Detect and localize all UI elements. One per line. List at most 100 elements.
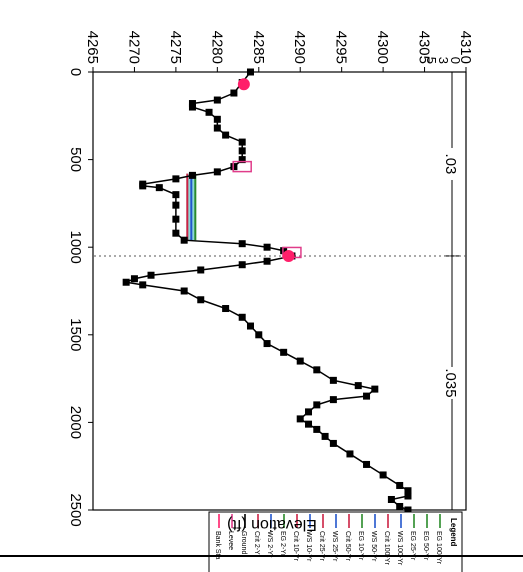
ground-point [329, 376, 337, 384]
ground-point [180, 236, 188, 244]
ground-point [296, 357, 304, 365]
ground-point [296, 415, 304, 423]
legend-entry: Bank Sta [214, 531, 221, 560]
ground-point [213, 124, 221, 132]
ground-point [404, 487, 412, 495]
ground-point [238, 261, 246, 269]
y-extra-tick-label: 5 [424, 57, 439, 64]
legend-entry: EG 2-Yr [279, 531, 286, 557]
legend-entry: EG 25-Yr [409, 531, 416, 561]
y-extra-tick-label: 0 [448, 57, 463, 64]
ground-point [313, 366, 321, 374]
ground-point [396, 502, 404, 510]
ground-point [354, 382, 362, 390]
ground-point [329, 439, 337, 447]
manning-n-label: .035 [442, 368, 459, 397]
legend-entry: WS 2-Yr [266, 531, 273, 558]
ground-point [172, 191, 180, 199]
plot-frame [92, 71, 467, 511]
rotated-plot: 4265 4270 4275 4280 4285 4290 4295 4300 4305 4310… [67, 31, 474, 572]
legend: Legend EG 100-Yr EG 50-Yr EG 25-Yr WS 100-Yr… [208, 511, 463, 572]
legend-entry: Crit 50-Yr [344, 531, 351, 562]
legend-entry: Ground [240, 531, 247, 554]
y-extra-tick-label: 3 [436, 57, 451, 64]
bank-station-point [282, 249, 295, 262]
ground-point [238, 240, 246, 248]
ground-point [155, 184, 163, 192]
ground-line [123, 71, 409, 511]
legend-entry: WS 10-Yr [305, 531, 312, 562]
ground-point [197, 266, 205, 274]
ground-point [213, 115, 221, 123]
y-tick-label: 4280 [208, 31, 225, 64]
ground-point [329, 396, 337, 404]
ground-point [246, 68, 254, 76]
ground-point [188, 171, 196, 179]
x-tick-label: 0 [67, 68, 84, 76]
manning-n-bg [442, 147, 462, 180]
x-tick-label: 1500 [67, 318, 84, 351]
y-tick-label: 4265 [84, 31, 101, 64]
ground-point [139, 281, 147, 289]
y-tick-label: 4300 [374, 31, 391, 64]
y-tick-label: 4295 [333, 31, 350, 64]
ground-point [172, 215, 180, 223]
x-tick-label: 2500 [67, 493, 84, 526]
legend-entry: Crit 2-Yr [253, 531, 260, 558]
series-layer [122, 68, 412, 514]
bank-station-point [237, 78, 250, 91]
ground-point [197, 296, 205, 304]
ground-point [147, 271, 155, 279]
legend-box [208, 511, 463, 572]
ground-point [238, 147, 246, 155]
ground-point [238, 138, 246, 146]
levee-marker [232, 160, 252, 173]
axes: 4265 4270 4275 4280 4285 4290 4295 4300 4305 4310… [67, 31, 474, 527]
ground-point [404, 492, 412, 500]
x-tick-label: 1000 [67, 231, 84, 264]
ground-point [172, 229, 180, 237]
ground-point [396, 481, 404, 489]
legend-entry: Crit 100-Yr [383, 531, 390, 566]
ground-point [172, 175, 180, 183]
ground-point [305, 408, 313, 416]
y-tick-label: 4270 [125, 31, 142, 64]
ground-point [363, 460, 371, 468]
ground-point [363, 392, 371, 400]
ground-point [263, 243, 271, 251]
legend-entry: EG 10-Yr [357, 531, 364, 561]
ground-point [213, 96, 221, 104]
legend-title: Legend [449, 518, 458, 547]
ground-point [222, 131, 230, 139]
y-axis-label: Elevation (ft) [227, 516, 317, 533]
legend-entry: WS 50-Yr [370, 531, 377, 562]
ground-point [230, 89, 238, 97]
ground-point [130, 275, 138, 283]
ground-point [222, 305, 230, 313]
ground-point [238, 313, 246, 321]
legend-entry: WS 100-Yr [396, 531, 403, 566]
x-tick-label: 2000 [67, 406, 84, 439]
ground-point [305, 420, 313, 428]
y-tick-label: 4290 [291, 31, 308, 64]
legend-entry: Levee [227, 531, 234, 550]
ground-point [122, 278, 130, 286]
ground-point [371, 385, 379, 393]
y-tick-label: 4305 [416, 31, 433, 64]
manning-n-label: .03 [442, 154, 459, 175]
legend-entry: EG 100-Yr [435, 531, 442, 565]
ground-point [313, 401, 321, 409]
ground-point [213, 168, 221, 176]
legend-entry: EG 50-Yr [422, 531, 429, 561]
legend-entry: Crit 10-Yr [292, 531, 299, 562]
ground-point [321, 432, 329, 440]
ground-point [172, 201, 180, 209]
ground-point [246, 322, 254, 330]
ground-point [346, 450, 354, 458]
y-tick-label: 4310 [457, 31, 474, 64]
ground-point [387, 495, 395, 503]
ground-point [379, 471, 387, 479]
ground-point [139, 182, 147, 190]
ground-point [188, 103, 196, 111]
legend-entry: Crit 25-Yr [318, 531, 325, 562]
